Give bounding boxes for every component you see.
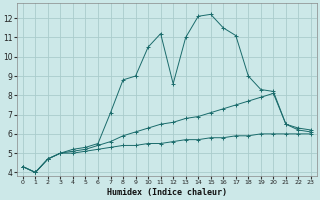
X-axis label: Humidex (Indice chaleur): Humidex (Indice chaleur)	[107, 188, 227, 197]
